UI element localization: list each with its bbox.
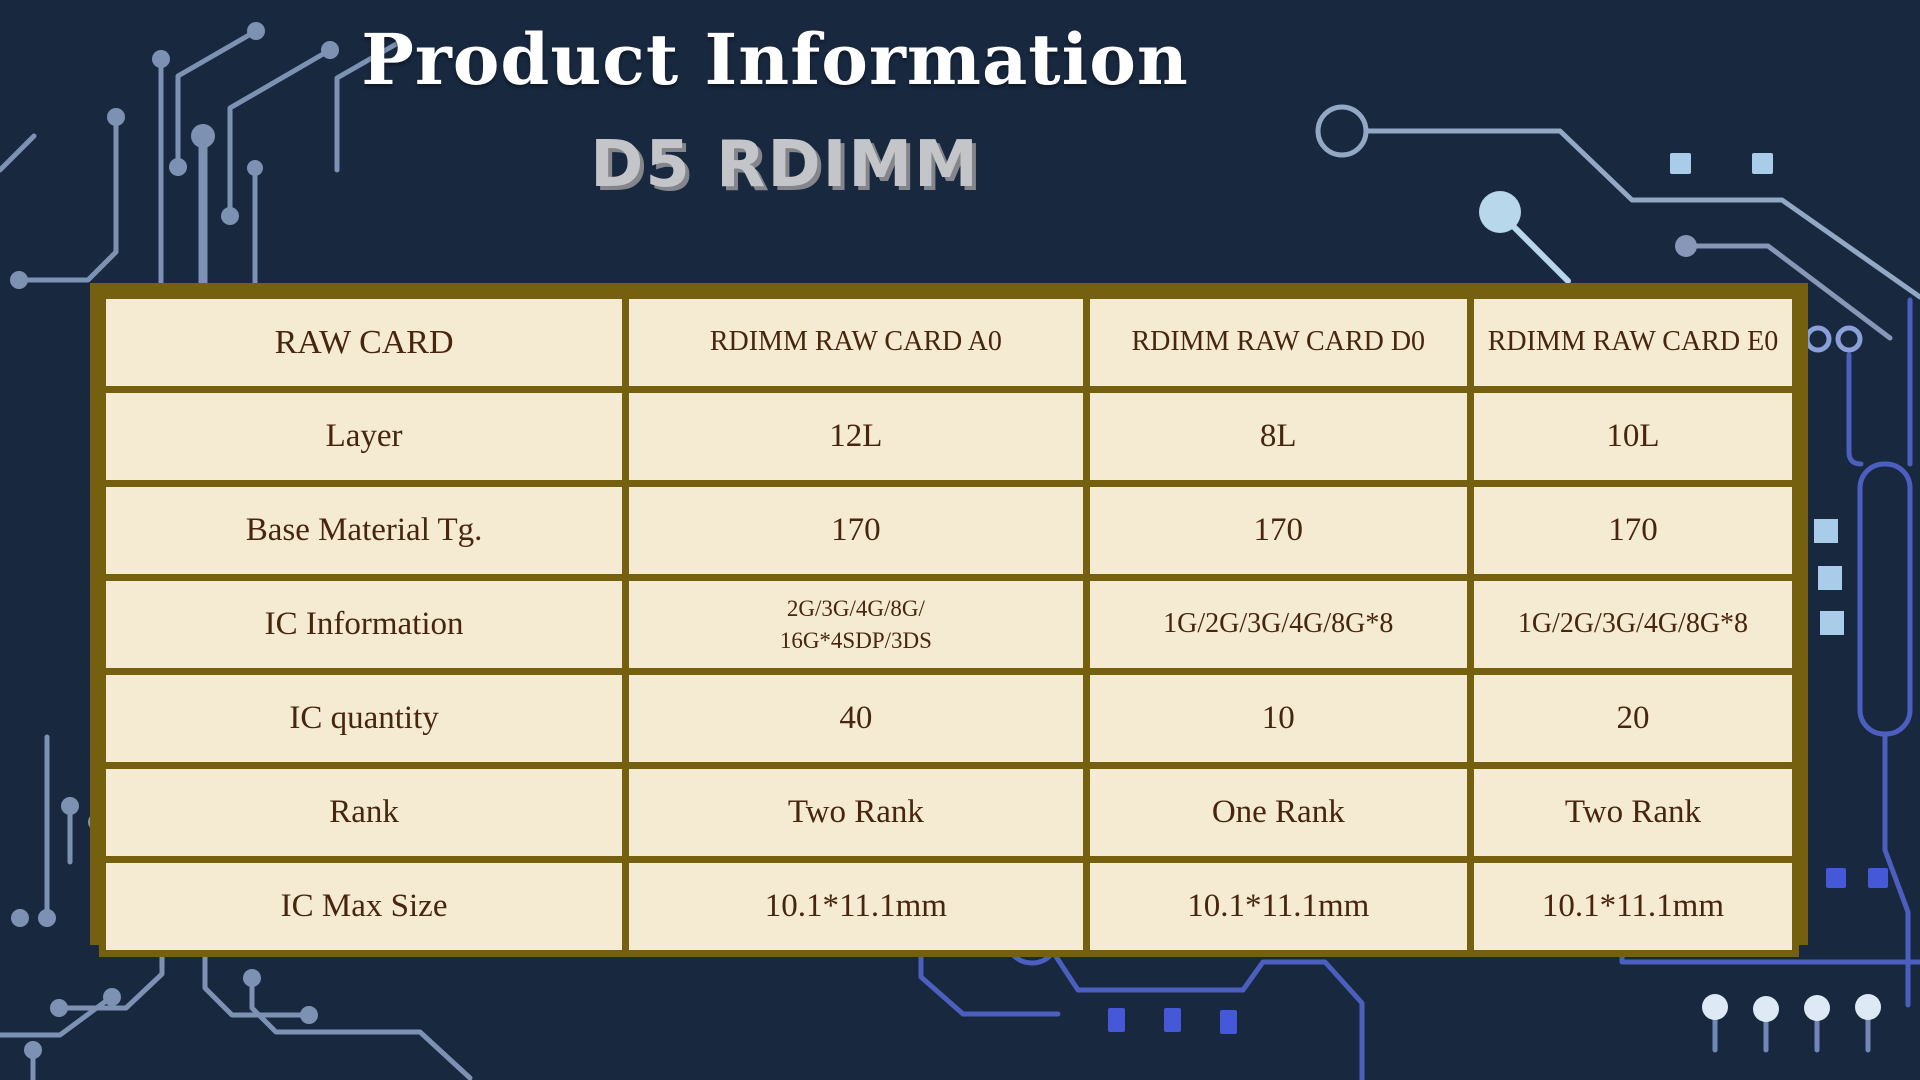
table-cell: 170 xyxy=(622,480,1090,581)
row-label: IC quantity xyxy=(98,668,630,769)
circuit-node xyxy=(50,999,68,1017)
circuit-via xyxy=(1835,325,1863,353)
table-cell: 20 xyxy=(1466,668,1800,769)
circuit-node xyxy=(103,988,121,1006)
circuit-node xyxy=(300,1006,318,1024)
circuit-node xyxy=(169,158,187,176)
table-row-ic-information: IC Information 2G/3G/4G/8G/ 16G*4SDP/3DS… xyxy=(98,574,1800,675)
circuit-capsule xyxy=(1857,461,1913,737)
circuit-top-left xyxy=(0,22,401,289)
circuit-node xyxy=(221,207,239,225)
table-row-ic-max-size: IC Max Size 10.1*11.1mm 10.1*11.1mm 10.1… xyxy=(98,856,1800,957)
circuit-square xyxy=(1868,868,1888,888)
circuit-pin xyxy=(1702,994,1728,1020)
page-title: Product Information xyxy=(361,18,1189,101)
table-cell: 10.1*11.1mm xyxy=(1082,856,1474,957)
table-cell: 2G/3G/4G/8G/ 16G*4SDP/3DS xyxy=(622,574,1090,675)
circuit-pad xyxy=(1479,191,1521,233)
circuit-node xyxy=(38,909,56,927)
table-cell: 40 xyxy=(622,668,1090,769)
table-cell: 8L xyxy=(1082,386,1474,487)
row-label: IC Information xyxy=(98,574,630,675)
table-cell: 10 xyxy=(1082,668,1474,769)
table-cell: 10L xyxy=(1466,386,1800,487)
circuit-square xyxy=(1826,868,1846,888)
column-header-e0: RDIMM RAW CARD E0 xyxy=(1466,292,1800,393)
circuit-square xyxy=(1820,611,1844,635)
table-cell: 10.1*11.1mm xyxy=(1466,856,1800,957)
page-subtitle: D5 RDIMM xyxy=(590,128,980,202)
circuit-square xyxy=(1818,566,1842,590)
table-header-row: RAW CARD RDIMM RAW CARD A0 RDIMM RAW CAR… xyxy=(98,292,1800,393)
table-cell: 1G/2G/3G/4G/8G*8 xyxy=(1466,574,1800,675)
row-label: IC Max Size xyxy=(98,856,630,957)
circuit-pin xyxy=(1804,995,1830,1021)
circuit-pin xyxy=(1753,996,1779,1022)
table-row-rank: Rank Two Rank One Rank Two Rank xyxy=(98,762,1800,863)
row-label: Layer xyxy=(98,386,630,487)
table-cell: 12L xyxy=(622,386,1090,487)
product-table: RAW CARD RDIMM RAW CARD A0 RDIMM RAW CAR… xyxy=(90,283,1808,957)
table-cell: 1G/2G/3G/4G/8G*8 xyxy=(1082,574,1474,675)
table-cell: 170 xyxy=(1466,480,1800,581)
column-header-raw-card: RAW CARD xyxy=(98,292,630,393)
table-row-layer: Layer 12L 8L 10L xyxy=(98,386,1800,487)
table-cell: 170 xyxy=(1082,480,1474,581)
table-cell: Two Rank xyxy=(622,762,1090,863)
table-cell: 10.1*11.1mm xyxy=(622,856,1090,957)
circuit-top-right xyxy=(1315,104,1920,341)
circuit-node xyxy=(10,271,28,289)
circuit-square xyxy=(1814,519,1838,543)
circuit-square xyxy=(1752,153,1773,174)
table-row-base-material: Base Material Tg. 170 170 170 xyxy=(98,480,1800,581)
column-header-a0: RDIMM RAW CARD A0 xyxy=(622,292,1090,393)
circuit-via xyxy=(1804,325,1832,353)
circuit-square xyxy=(1220,1010,1237,1034)
table-cell: One Rank xyxy=(1082,762,1474,863)
circuit-square xyxy=(1108,1008,1125,1032)
table-row-ic-quantity: IC quantity 40 10 20 xyxy=(98,668,1800,769)
table-cell: Two Rank xyxy=(1466,762,1800,863)
circuit-pin xyxy=(1855,994,1881,1020)
row-label: Base Material Tg. xyxy=(98,480,630,581)
circuit-square xyxy=(1164,1008,1181,1032)
row-label: Rank xyxy=(98,762,630,863)
circuit-ring xyxy=(1315,104,1369,158)
circuit-bottom-left xyxy=(0,734,473,1080)
circuit-right xyxy=(1804,297,1913,1008)
circuit-node xyxy=(11,909,29,927)
column-header-d0: RDIMM RAW CARD D0 xyxy=(1082,292,1474,393)
circuit-square xyxy=(1670,153,1691,174)
circuit-bottom-right xyxy=(918,868,1920,1080)
